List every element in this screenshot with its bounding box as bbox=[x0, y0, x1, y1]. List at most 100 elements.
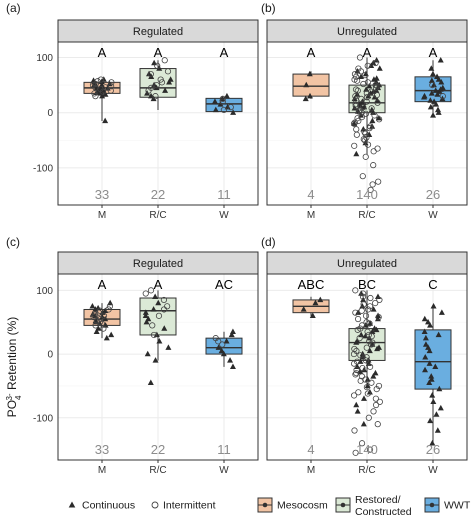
sample-count: 4 bbox=[307, 187, 314, 202]
point-continuous bbox=[432, 87, 439, 93]
point-continuous bbox=[354, 408, 361, 414]
point-continuous bbox=[312, 299, 319, 306]
point-continuous bbox=[166, 79, 173, 85]
strip-label: Regulated bbox=[133, 258, 183, 270]
point-intermittent bbox=[142, 290, 149, 297]
point-continuous bbox=[435, 76, 442, 82]
point-intermittent bbox=[227, 104, 234, 111]
point-continuous bbox=[433, 101, 440, 107]
point-intermittent bbox=[353, 370, 360, 377]
x-tick-label: W bbox=[428, 210, 438, 221]
point-intermittent bbox=[96, 319, 104, 326]
point-continuous bbox=[427, 97, 434, 103]
point-intermittent bbox=[351, 345, 358, 353]
point-continuous bbox=[435, 109, 442, 115]
point-continuous bbox=[426, 347, 433, 354]
point-continuous bbox=[353, 401, 360, 408]
point-intermittent bbox=[360, 80, 367, 88]
significance-letter: ABC bbox=[298, 277, 325, 292]
point-continuous bbox=[426, 360, 433, 366]
panel-c: (c) Regulated A A AC 33 22 11 M R/C W bbox=[6, 235, 259, 476]
point-continuous bbox=[89, 302, 96, 309]
legend-continuous-label: Continuous bbox=[82, 500, 135, 512]
point-intermittent bbox=[368, 341, 375, 348]
point-continuous bbox=[369, 328, 376, 334]
point-intermittent bbox=[361, 137, 368, 144]
legend-restored-label-1: Restored/ bbox=[355, 494, 401, 506]
point-continuous bbox=[432, 363, 439, 370]
point-intermittent bbox=[92, 322, 99, 329]
point-intermittent bbox=[149, 322, 156, 329]
point-continuous bbox=[428, 376, 435, 382]
point-intermittent bbox=[372, 300, 379, 307]
point-intermittent bbox=[92, 311, 99, 318]
point-intermittent bbox=[355, 108, 362, 115]
point-intermittent bbox=[369, 181, 376, 188]
strip-label: Unregulated bbox=[337, 26, 397, 38]
point-continuous bbox=[436, 385, 443, 392]
point-continuous bbox=[430, 398, 437, 405]
point-continuous bbox=[156, 338, 163, 344]
point-continuous bbox=[307, 92, 314, 99]
point-continuous bbox=[430, 112, 437, 118]
panel-letter: (a) bbox=[6, 1, 21, 15]
point-intermittent bbox=[360, 301, 367, 308]
point-intermittent bbox=[375, 382, 383, 390]
point-intermittent bbox=[360, 290, 367, 297]
y-axis-title-sup: 3- bbox=[5, 393, 14, 400]
legend-restored-label-2: Constructed bbox=[355, 506, 412, 518]
point-intermittent bbox=[94, 78, 101, 85]
point-continuous bbox=[360, 125, 367, 132]
y-axis-title-part: PO bbox=[5, 400, 19, 417]
point-intermittent bbox=[356, 335, 363, 342]
point-continuous bbox=[148, 73, 155, 80]
point-continuous bbox=[161, 325, 168, 331]
point-intermittent bbox=[359, 364, 366, 372]
point-intermittent bbox=[362, 153, 369, 160]
point-continuous bbox=[152, 293, 159, 299]
point-intermittent bbox=[154, 62, 161, 69]
point-continuous bbox=[104, 85, 111, 91]
point-continuous bbox=[303, 81, 310, 88]
point-intermittent bbox=[354, 77, 361, 84]
point-continuous bbox=[422, 334, 429, 341]
point-continuous bbox=[425, 344, 432, 350]
y-tick-label: 0 bbox=[47, 350, 53, 361]
legend-intermittent-label: Intermittent bbox=[163, 500, 216, 512]
y-tick-label: 100 bbox=[36, 53, 53, 64]
point-continuous bbox=[425, 318, 432, 325]
strip-label: Regulated bbox=[133, 26, 183, 38]
point-continuous bbox=[376, 65, 383, 71]
point-intermittent bbox=[105, 306, 112, 313]
point-continuous bbox=[428, 77, 435, 83]
sample-count: 11 bbox=[217, 187, 231, 202]
point-intermittent bbox=[366, 125, 373, 132]
point-continuous bbox=[227, 357, 234, 363]
point-continuous bbox=[165, 344, 172, 350]
point-intermittent bbox=[374, 145, 381, 152]
point-intermittent bbox=[97, 76, 104, 83]
significance-letter: BC bbox=[358, 277, 376, 292]
point-intermittent bbox=[364, 306, 372, 313]
point-intermittent bbox=[358, 307, 365, 314]
point-continuous bbox=[317, 296, 324, 303]
point-intermittent bbox=[98, 320, 105, 327]
point-continuous bbox=[360, 420, 367, 427]
point-intermittent bbox=[368, 379, 375, 386]
point-continuous bbox=[95, 304, 102, 311]
point-intermittent bbox=[364, 141, 372, 148]
point-continuous bbox=[428, 65, 435, 71]
legend-swatch-point bbox=[262, 502, 268, 508]
point-intermittent bbox=[361, 72, 369, 79]
point-continuous bbox=[228, 331, 235, 338]
point-continuous bbox=[369, 117, 376, 124]
point-continuous bbox=[144, 350, 151, 357]
point-intermittent bbox=[153, 82, 160, 89]
point-continuous bbox=[421, 93, 428, 100]
point-intermittent bbox=[375, 314, 382, 321]
x-tick-label: M bbox=[307, 465, 315, 476]
point-intermittent bbox=[371, 112, 378, 119]
sample-count: 140 bbox=[356, 187, 378, 202]
point-intermittent bbox=[107, 87, 114, 94]
